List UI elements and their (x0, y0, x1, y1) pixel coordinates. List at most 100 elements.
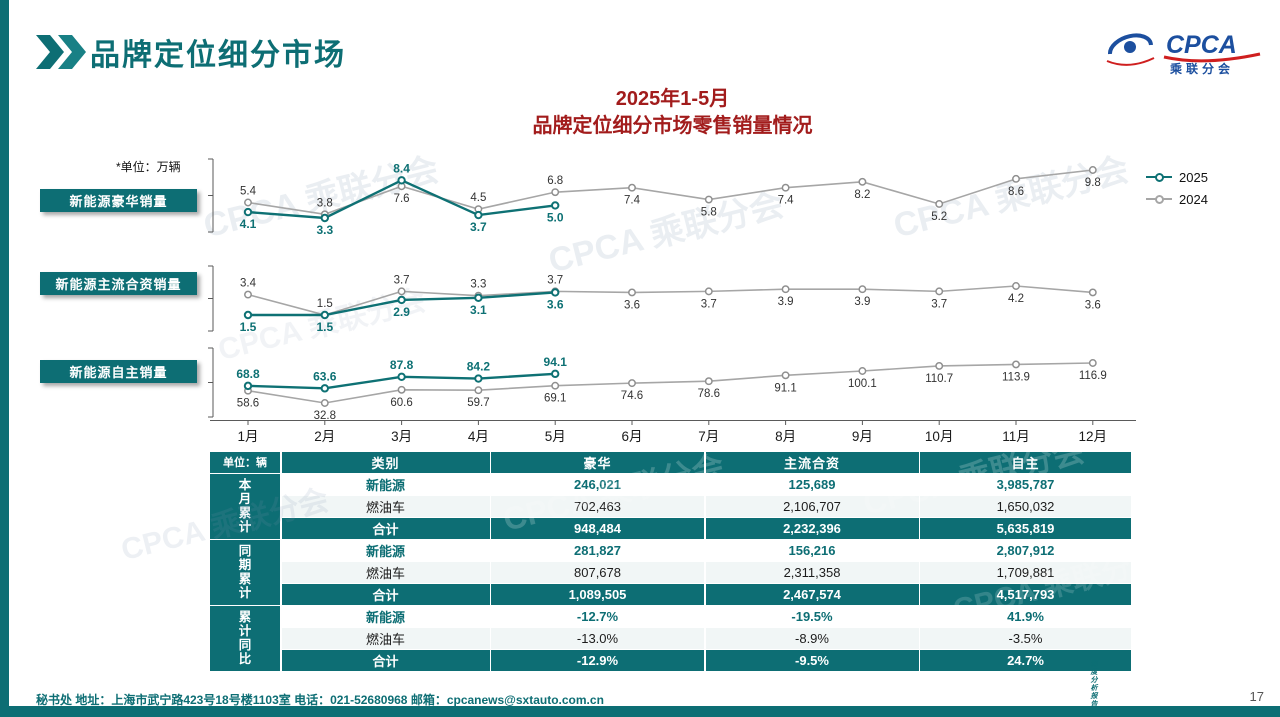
table-value-cell: -19.5% (705, 606, 919, 627)
data-point-2024 (1012, 282, 1020, 290)
table-category-cell: 合计 (281, 650, 490, 671)
table-value-cell: 281,827 (491, 540, 704, 561)
table-value-cell: -12.9% (491, 650, 704, 671)
logo-subtitle: 乘联分会 (1169, 61, 1234, 76)
value-label-2025: 4.1 (240, 217, 257, 231)
table-value-cell: 807,678 (491, 562, 704, 583)
data-point-2024 (1012, 360, 1020, 369)
value-label-2024: 78.6 (698, 388, 720, 400)
value-label-2024: 3.7 (394, 274, 410, 286)
value-label-2025: 2.9 (393, 305, 410, 319)
value-label-2025: 8.4 (393, 161, 410, 175)
value-label-2024: 4.2 (1008, 293, 1024, 305)
value-label-2024: 3.8 (317, 197, 333, 209)
value-label-2024: 1.5 (317, 298, 333, 310)
data-point-2024 (704, 377, 713, 386)
subchart-0: 4.1 5.4 3.3 3.8 8.4 7.6 3.7 4.5 5.0 6.8 7.4 5.8 7.4 8… (208, 158, 1101, 237)
data-point-2024 (858, 285, 867, 294)
table-value-cell: -13.0% (491, 628, 704, 649)
data-point-2025 (397, 372, 406, 382)
page-title: 品牌定位细分市场 (90, 39, 346, 72)
footer-contact: 秘书处 地址：上海市武宁路423号18号楼1103室 电话：021-526809… (36, 693, 604, 707)
value-label-2025: 87.8 (390, 358, 414, 372)
data-point-2024 (858, 177, 867, 186)
data-point-2024 (704, 287, 713, 296)
data-point-2024 (781, 183, 790, 192)
unit-note: *单位：万辆 (116, 160, 181, 174)
value-label-2024: 60.6 (390, 397, 412, 409)
legend-label-2024: 2024 (1179, 191, 1208, 207)
table-category-cell: 合计 (281, 518, 490, 539)
value-label-2024: 59.7 (467, 397, 489, 409)
legend-item-2024: 2024 (1146, 188, 1208, 210)
data-point-2025 (551, 288, 560, 297)
table-value-cell: 2,106,707 (705, 496, 919, 517)
data-point-2024 (628, 288, 636, 297)
value-label-2024: 8.6 (1008, 186, 1024, 198)
data-point-2024 (1012, 174, 1020, 183)
data-point-2024 (320, 399, 329, 407)
data-point-2025 (397, 176, 406, 185)
data-point-2025 (320, 310, 329, 320)
value-label-2024: 116.9 (1079, 370, 1107, 382)
x-axis-label: 10月 (925, 429, 954, 444)
value-label-2025: 68.8 (236, 367, 260, 381)
table-value-cell: 2,311,358 (705, 562, 919, 583)
value-label-2024: 91.1 (774, 382, 796, 394)
value-label-2024: 74.6 (621, 390, 643, 402)
value-label-2024: 5.2 (931, 211, 947, 223)
value-label-2024: 3.9 (854, 296, 870, 308)
value-label-2024: 3.3 (470, 279, 486, 291)
data-point-2024 (551, 381, 560, 390)
table-value-cell: 24.7% (920, 650, 1131, 671)
table-value-cell: 2,232,396 (705, 518, 919, 539)
value-label-2024: 5.8 (701, 207, 717, 219)
series-2024-line (247, 285, 1093, 316)
table-value-cell: 702,463 (491, 496, 704, 517)
x-axis-label: 8月 (775, 429, 796, 444)
table-value-cell: -9.5% (705, 650, 919, 671)
chart-legend: 2025 2024 (1146, 166, 1208, 210)
data-point-2025 (320, 213, 329, 223)
table-category-cell: 燃油车 (281, 562, 490, 583)
data-point-2025 (474, 293, 483, 303)
legend-line-2025-icon (1146, 173, 1172, 182)
value-label-2024: 8.2 (854, 189, 870, 201)
table-value-cell: 41.9% (920, 606, 1131, 627)
chart-title: 2025年1-5月 品牌定位细分市场零售销量情况 (210, 86, 1135, 140)
table-category-cell: 燃油车 (281, 628, 490, 649)
value-label-2024: 69.1 (544, 393, 566, 405)
value-label-2025: 1.5 (240, 320, 257, 334)
legend-item-2025: 2025 (1146, 166, 1208, 188)
table-category-cell: 新能源 (281, 606, 490, 627)
logo-wordmark: CPCA (1166, 31, 1237, 59)
value-label-2025: 3.3 (316, 223, 333, 237)
data-point-2024 (551, 188, 560, 197)
data-point-2024 (858, 367, 867, 375)
table-value-cell: 3,985,787 (920, 474, 1131, 495)
x-axis-label: 5月 (545, 429, 566, 444)
value-label-2024: 3.7 (931, 298, 947, 310)
value-label-2024: 113.9 (1002, 371, 1030, 383)
value-label-2024: 5.4 (240, 185, 257, 197)
data-point-2024 (244, 198, 252, 207)
table-value-cell: 1,089,505 (491, 584, 704, 605)
value-label-2024: 3.6 (624, 299, 640, 311)
table-value-cell: -8.9% (705, 628, 919, 649)
value-label-2024: 9.8 (1085, 177, 1101, 189)
data-point-2025 (474, 374, 483, 383)
section-label-joint-venture: 新能源主流合资销量 (40, 272, 197, 295)
value-label-2025: 94.1 (544, 355, 568, 369)
bottom-accent-bar (0, 706, 1280, 717)
value-label-2024: 3.7 (547, 274, 563, 286)
table-category-cell: 合计 (281, 584, 490, 605)
value-label-2024: 110.7 (925, 373, 953, 385)
table-value-cell: -12.7% (491, 606, 704, 627)
table-value-cell: 5,635,819 (920, 518, 1131, 539)
data-point-2024 (397, 385, 406, 394)
x-axis-label: 11月 (1002, 429, 1030, 444)
data-point-2024 (1088, 288, 1097, 297)
x-axis-label: 1月 (237, 429, 258, 444)
value-label-2025: 63.6 (313, 369, 337, 383)
